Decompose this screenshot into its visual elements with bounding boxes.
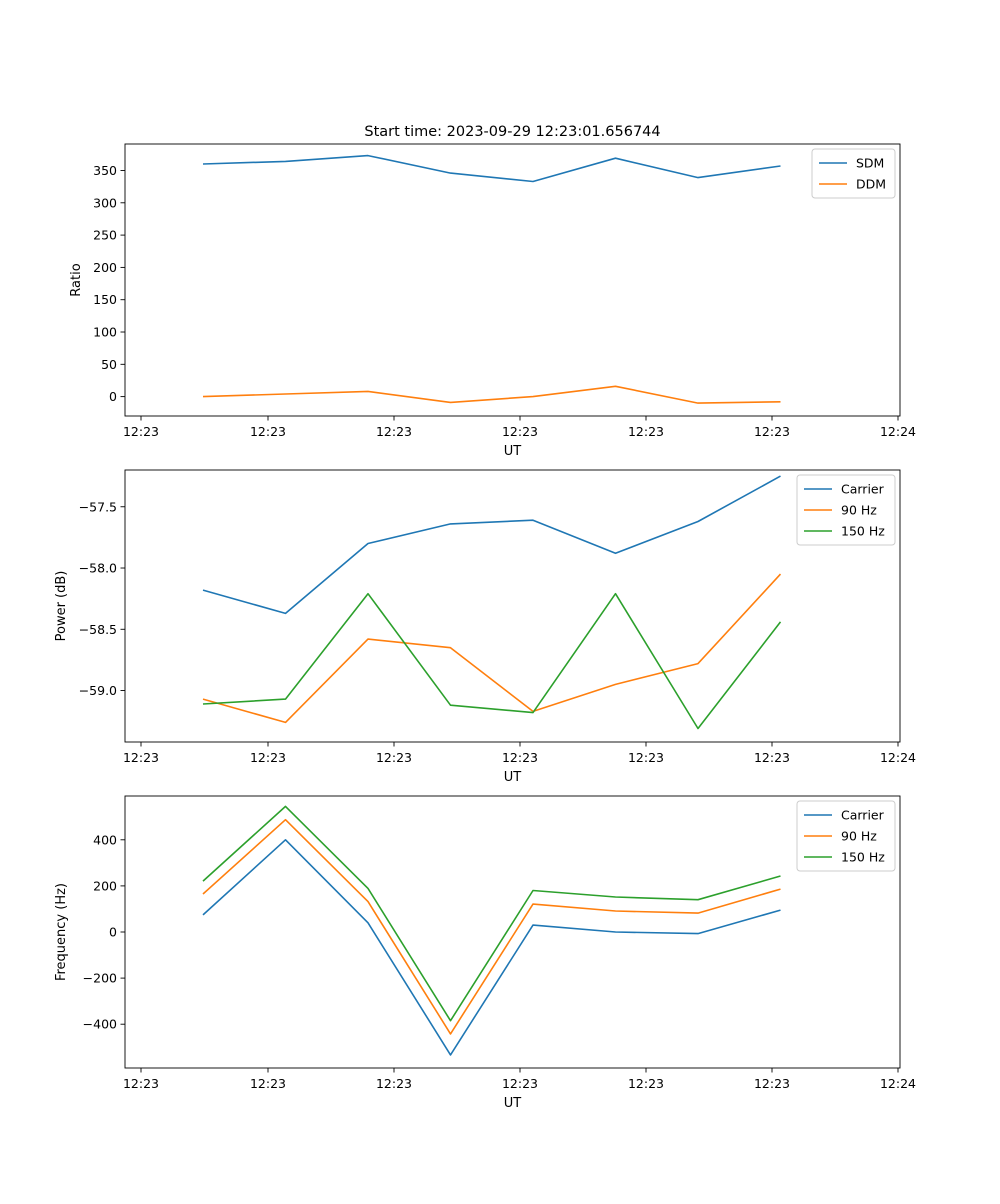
- series-line-2-1: [202, 475, 781, 615]
- legend-label: SDM: [856, 156, 884, 171]
- y-tick-label: 250: [93, 228, 117, 243]
- y-tick-label: −57.5: [79, 499, 117, 514]
- x-tick-label: 12:23: [502, 750, 538, 765]
- axes-frame: [124, 469, 901, 743]
- legend-label: DDM: [856, 177, 886, 192]
- x-tick-label: 12:23: [250, 1076, 286, 1091]
- legend-box: [796, 800, 896, 872]
- subplot-3: 12:23 12:23 12:23 12:23 12:23 12:23 12:24 −400 −…: [54, 795, 916, 1111]
- series-line-3-1: [202, 838, 781, 1056]
- y-tick-label: −58.0: [79, 561, 117, 576]
- x-axis-label: UT: [504, 444, 522, 459]
- series-line-3-2: [202, 818, 781, 1035]
- y-axis-label: Power (dB): [54, 571, 69, 642]
- y-tick-label: −59.0: [79, 683, 117, 698]
- y-tick-label: 300: [93, 195, 117, 210]
- x-tick-label: 12:23: [123, 1076, 159, 1091]
- y-tick-label: 50: [101, 357, 117, 372]
- x-tick-label: 12:23: [376, 1076, 412, 1091]
- x-tick-label: 12:24: [880, 1076, 916, 1091]
- x-tick-label: 12:23: [376, 424, 412, 439]
- y-tick-label: 350: [93, 163, 117, 178]
- x-tick-label: 12:23: [754, 750, 790, 765]
- figure-title: Start time: 2023-09-29 12:23:01.656744: [364, 124, 660, 140]
- y-axis-label: Frequency (Hz): [54, 883, 69, 981]
- y-tick-label: −400: [83, 1017, 117, 1032]
- x-tick-label: 12:24: [880, 750, 916, 765]
- y-tick-label: −200: [83, 971, 117, 986]
- x-tick-label: 12:23: [376, 750, 412, 765]
- series-line-2-2: [202, 573, 782, 724]
- x-tick-label: 12:23: [123, 750, 159, 765]
- x-tick-label: 12:24: [880, 424, 916, 439]
- y-tick-label: −58.5: [79, 622, 117, 637]
- y-tick-label: 200: [93, 878, 117, 893]
- series-line-3-3: [202, 805, 781, 1022]
- legend-box: [796, 474, 896, 546]
- legend-label: 90 Hz: [841, 503, 877, 518]
- x-tick-label: 12:23: [628, 1076, 664, 1091]
- y-tick-label: 0: [109, 389, 117, 404]
- axes-frame: [124, 795, 901, 1069]
- legend-label: 150 Hz: [841, 524, 885, 539]
- y-tick-label: 400: [93, 832, 117, 847]
- x-tick-label: 12:23: [502, 424, 538, 439]
- y-tick-label: 0: [109, 925, 117, 940]
- x-tick-label: 12:23: [754, 424, 790, 439]
- y-tick-label: 200: [93, 260, 117, 275]
- subplot-2: 12:23 12:23 12:23 12:23 12:23 12:23 12:24 −59.0…: [54, 469, 916, 785]
- y-tick-label: 100: [93, 325, 117, 340]
- x-tick-label: 12:23: [502, 1076, 538, 1091]
- axes-frame: [124, 143, 901, 417]
- x-tick-label: 12:23: [250, 750, 286, 765]
- series-line-1-1: [202, 154, 781, 183]
- x-tick-label: 12:23: [754, 1076, 790, 1091]
- legend-box: [811, 148, 896, 199]
- subplot-1: 12:23 12:23 12:23 12:23 12:23 12:23 12:24 0 50 10…: [69, 143, 916, 459]
- x-tick-label: 12:23: [628, 424, 664, 439]
- x-tick-label: 12:23: [123, 424, 159, 439]
- series-line-2-3: [202, 592, 782, 730]
- x-axis-label: UT: [504, 770, 522, 785]
- x-tick-label: 12:23: [250, 424, 286, 439]
- legend-label: 150 Hz: [841, 850, 885, 865]
- x-tick-label: 12:23: [628, 750, 664, 765]
- legend-label: Carrier: [841, 482, 885, 497]
- legend-label: 90 Hz: [841, 829, 877, 844]
- y-axis-label: Ratio: [69, 263, 84, 296]
- legend-label: Carrier: [841, 808, 885, 823]
- x-axis-label: UT: [504, 1096, 522, 1111]
- y-tick-label: 150: [93, 292, 117, 307]
- series-line-1-2: [202, 385, 781, 404]
